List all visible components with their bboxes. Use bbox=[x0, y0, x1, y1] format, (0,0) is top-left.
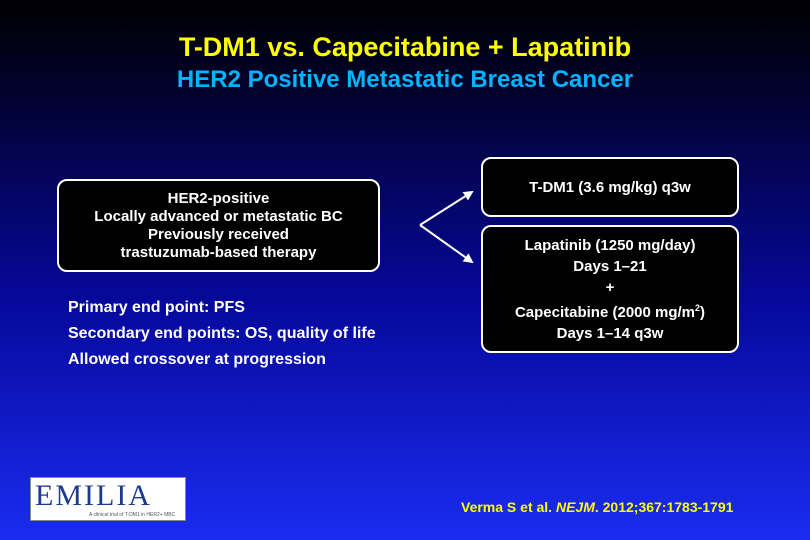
endpoints-list: Primary end point: PFS Secondary end poi… bbox=[68, 295, 376, 373]
combo-line: Days 1–14 q3w bbox=[556, 324, 664, 342]
tdm1-arm-box: T-DM1 (3.6 mg/kg) q3w bbox=[481, 157, 739, 217]
eligibility-line: trastuzumab-based therapy bbox=[120, 243, 317, 261]
slide-subtitle: HER2 Positive Metastatic Breast Cancer bbox=[176, 66, 634, 93]
eligibility-line: Locally advanced or metastatic BC bbox=[94, 207, 343, 225]
logo-text: EMILIA bbox=[35, 479, 152, 512]
emilia-logo: EMILIA A clinical trial of T-DM1 in HER2… bbox=[30, 477, 186, 521]
combo-paren: ) bbox=[700, 303, 706, 321]
combo-capecitabine: Capecitabine (2000 mg/m bbox=[514, 303, 696, 321]
eligibility-box: HER2-positive Locally advanced or metast… bbox=[57, 179, 380, 272]
endpoint-item: Primary end point: PFS bbox=[68, 299, 245, 316]
combo-line: Lapatinib (1250 mg/day) bbox=[524, 236, 696, 254]
tdm1-arm-label: T-DM1 (3.6 mg/kg) q3w bbox=[529, 178, 691, 196]
slide-title: T-DM1 vs. Capecitabine + Lapatinib bbox=[178, 32, 632, 62]
eligibility-line: Previously received bbox=[148, 225, 289, 243]
eligibility-line: HER2-positive bbox=[167, 189, 270, 207]
logo-tagline: A clinical trial of T-DM1 in HER2+ MBC bbox=[89, 512, 176, 518]
citation-prefix: Verma S et al. bbox=[461, 499, 556, 515]
citation-suffix: . 2012;367:1783-1791 bbox=[594, 499, 734, 515]
combo-superscript: 2 bbox=[695, 302, 701, 313]
combo-line: Capecitabine (2000 mg/m2) bbox=[515, 298, 705, 323]
citation: Verma S et al. NEJM. 2012;367:1783-1791 bbox=[461, 499, 733, 515]
citation-journal: NEJM bbox=[555, 499, 595, 515]
endpoint-item: Allowed crossover at progression bbox=[68, 351, 326, 368]
arrow-to-tdm1 bbox=[419, 190, 474, 226]
combo-arm-box: Lapatinib (1250 mg/day) Days 1–21 + Cape… bbox=[481, 225, 739, 353]
endpoint-item: Secondary end points: OS, quality of lif… bbox=[68, 325, 376, 342]
arrow-to-combo bbox=[419, 224, 474, 264]
combo-line: + bbox=[605, 278, 615, 296]
combo-line: Days 1–21 bbox=[573, 257, 647, 275]
